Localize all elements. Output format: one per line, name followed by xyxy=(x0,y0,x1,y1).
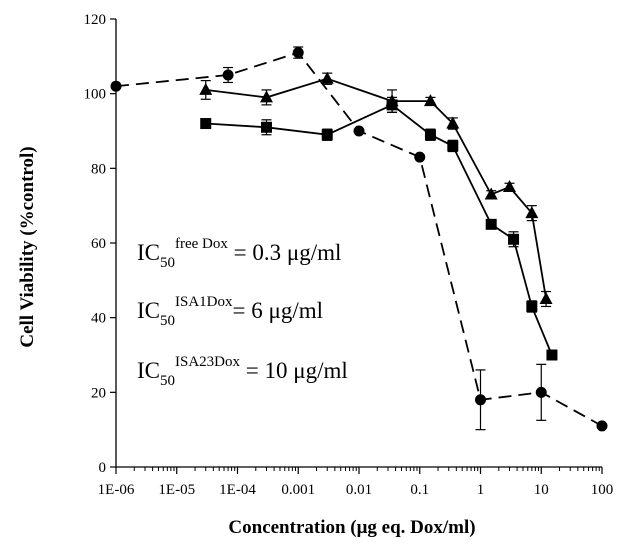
x-tick-label: 0.001 xyxy=(281,482,315,498)
ic50-sub: 50 xyxy=(160,255,175,271)
data-point xyxy=(200,118,212,130)
data-series xyxy=(110,46,608,432)
ic50-text: = 6 μg/ml xyxy=(233,298,323,323)
series-circle xyxy=(110,46,608,432)
x-tick-label: 1E-04 xyxy=(219,482,256,498)
y-tick-label: 60 xyxy=(91,236,106,252)
ic50-base: IC xyxy=(137,240,160,265)
y-tick-label: 0 xyxy=(99,460,107,476)
data-point xyxy=(475,394,486,406)
data-point xyxy=(526,300,538,312)
data-point xyxy=(292,47,304,59)
series-triangle xyxy=(199,71,553,308)
data-point xyxy=(508,233,520,245)
series-line xyxy=(115,51,603,427)
x-tick-label: 100 xyxy=(591,482,614,498)
y-tick-label: 80 xyxy=(91,161,106,177)
x-tick-label: 1 xyxy=(477,482,485,498)
ic50-text: = 0.3 μg/ml xyxy=(228,240,341,265)
ic50-text: = 10 μg/ml xyxy=(240,358,348,383)
data-point xyxy=(535,386,547,398)
data-point xyxy=(320,71,334,84)
y-tick-label: 20 xyxy=(91,385,106,401)
x-tick-label: 0.1 xyxy=(410,482,429,498)
ic50-annotation: IC50free Dox = 0.3 μg/ml xyxy=(137,236,341,271)
data-point xyxy=(424,129,436,141)
ic50-sub: 50 xyxy=(160,373,175,389)
ic50-base: IC xyxy=(137,298,160,323)
ic50-sup: ISA1Dox xyxy=(175,294,233,310)
series-line xyxy=(205,103,553,356)
data-point xyxy=(546,349,558,361)
x-tick-label: 10 xyxy=(534,482,549,498)
ic50-annotation: IC50ISA1Dox= 6 μg/ml xyxy=(137,294,323,329)
x-tick-label: 0.01 xyxy=(346,482,372,498)
ic50-base: IC xyxy=(137,358,160,383)
data-point xyxy=(423,94,437,107)
data-point xyxy=(259,90,273,103)
data-point xyxy=(222,69,234,81)
ic50-annotation: IC50ISA23Dox = 10 μg/ml xyxy=(137,354,348,389)
data-point xyxy=(484,187,498,200)
data-point xyxy=(260,121,272,133)
data-point xyxy=(502,180,516,192)
data-point xyxy=(485,218,497,230)
ic50-sub: 50 xyxy=(160,313,175,329)
data-point xyxy=(353,125,365,137)
data-point xyxy=(414,151,426,163)
y-axis-label: Cell Viability (%control) xyxy=(17,146,38,347)
series-line xyxy=(205,77,547,300)
data-point xyxy=(447,140,459,152)
series-square xyxy=(200,96,558,361)
y-tick-label: 100 xyxy=(84,87,107,103)
y-tick-label: 40 xyxy=(91,311,106,327)
data-point xyxy=(539,292,553,304)
data-point xyxy=(386,99,398,111)
x-tick-label: 1E-05 xyxy=(158,482,195,498)
data-point xyxy=(110,80,122,92)
y-tick-label: 120 xyxy=(84,12,107,28)
ic50-sup: ISA23Dox xyxy=(175,354,241,370)
data-point xyxy=(525,206,539,219)
axes: 0 20 40 60 80 100 120 1E-06 1E-05 1E-04 0.001 0.01 0… xyxy=(84,12,614,498)
data-point xyxy=(321,129,333,141)
data-point xyxy=(199,82,213,95)
x-axis-label: Concentration (μg eq. Dox/ml) xyxy=(228,517,475,538)
x-tick-label: 1E-06 xyxy=(98,482,135,498)
data-point xyxy=(446,116,460,129)
data-point xyxy=(596,420,608,432)
ic50-sup: free Dox xyxy=(175,236,228,252)
